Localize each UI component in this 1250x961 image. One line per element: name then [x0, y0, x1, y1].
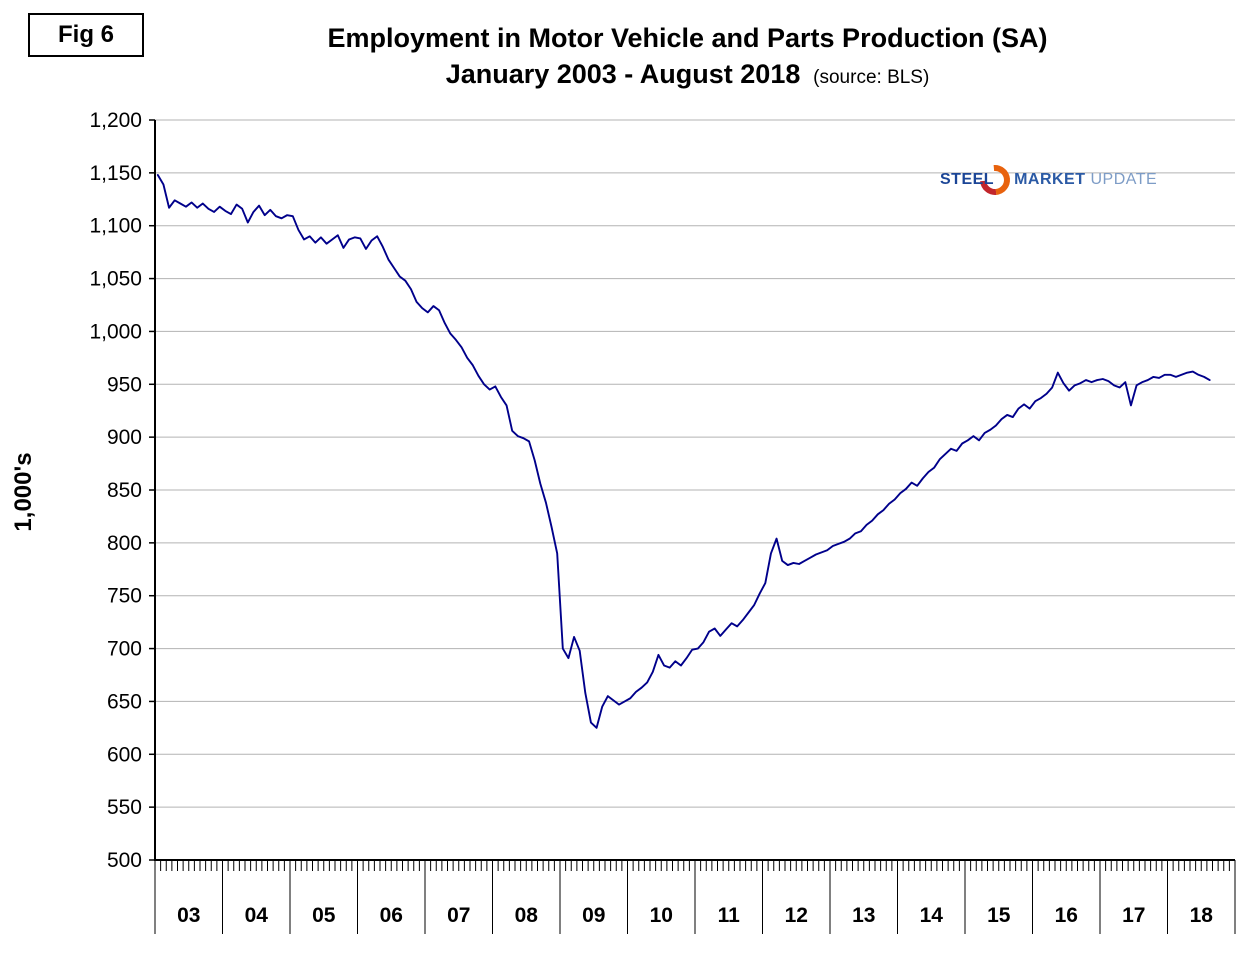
chart-tick-label: 1,150	[89, 162, 142, 185]
chart-tick-label: 1,200	[89, 109, 142, 132]
chart-tick-label: 650	[107, 690, 142, 713]
chart-header: Employment in Motor Vehicle and Parts Pr…	[150, 22, 1225, 92]
steel-market-update-logo: STEEL MARKET UPDATE	[940, 158, 1158, 202]
chart-tick-label: 550	[107, 796, 142, 819]
logo-text-steel: STEEL	[940, 171, 995, 188]
chart-tick-label: 900	[107, 426, 142, 449]
chart-tick-label: 500	[107, 849, 142, 872]
chart-tick-label: 18	[1190, 904, 1214, 927]
chart-tick-label: 09	[582, 904, 605, 927]
chart-subtitle: January 2003 - August 2018	[445, 58, 801, 89]
chart-tick-label: 07	[447, 904, 470, 927]
chart-tick-label: 1,000	[89, 320, 142, 343]
chart-tick-label: 16	[1055, 904, 1078, 927]
chart-tick-label: 03	[177, 904, 200, 927]
figure-label: Fig 6	[57, 21, 114, 48]
chart-tick-label: 14	[920, 904, 944, 927]
chart-tick-label: 05	[312, 904, 336, 927]
chart-tick-label: 950	[107, 373, 142, 396]
chart-title: Employment in Motor Vehicle and Parts Pr…	[327, 23, 1048, 53]
chart-tick-label: 750	[107, 585, 142, 608]
chart-tick-label: 15	[987, 904, 1011, 927]
chart-tick-label: 800	[107, 532, 142, 555]
chart-tick-label: 06	[380, 904, 403, 927]
chart-tick-label: 1,050	[89, 268, 142, 291]
chart-source-note: (source: BLS)	[813, 66, 930, 88]
logo-text-update: UPDATE	[1090, 171, 1158, 188]
chart-tick-label: 08	[515, 904, 539, 927]
logo-text-market: MARKET	[1014, 171, 1086, 188]
chart-tick-label: 10	[650, 904, 673, 927]
employment-series-line	[156, 174, 1211, 729]
chart-tick-label: 700	[107, 638, 142, 661]
chart-tick-label: 17	[1122, 904, 1145, 927]
chart-tick-label: 04	[245, 904, 269, 927]
figure-label-box: Fig 6	[28, 13, 144, 57]
chart-tick-label: 1,100	[89, 215, 142, 238]
chart-tick-label: 600	[107, 743, 142, 766]
chart-tick-label: 13	[852, 904, 875, 927]
chart-tick-label: 850	[107, 479, 142, 502]
chart-subtitle-row: January 2003 - August 2018 (source: BLS)	[150, 56, 1225, 92]
chart-tick-label: 11	[718, 904, 741, 927]
chart-tick-label: 12	[785, 904, 808, 927]
